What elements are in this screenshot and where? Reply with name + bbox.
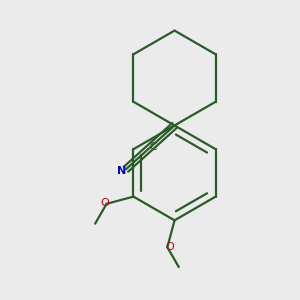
Text: N: N xyxy=(117,166,127,176)
Text: C: C xyxy=(150,142,158,152)
Text: O: O xyxy=(100,198,109,208)
Text: O: O xyxy=(166,242,174,251)
